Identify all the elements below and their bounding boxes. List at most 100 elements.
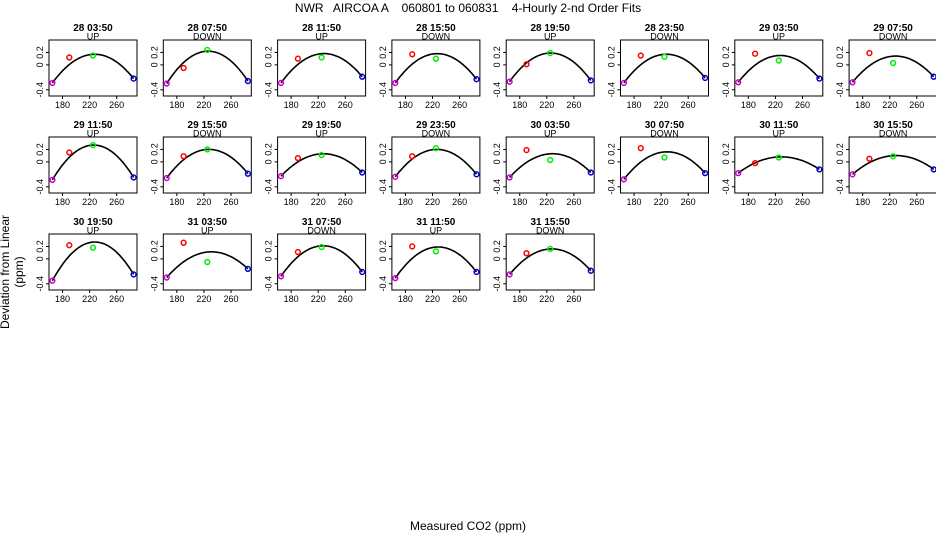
y-tick-label: 0 bbox=[607, 62, 617, 67]
y-tick-label: 0 bbox=[721, 159, 731, 164]
data-point bbox=[432, 145, 440, 152]
y-tick-label: 0 bbox=[264, 62, 274, 67]
data-point bbox=[163, 274, 170, 281]
x-tick-label: 220 bbox=[82, 197, 97, 207]
data-point bbox=[816, 166, 823, 173]
panel-title: 29 11:50 bbox=[74, 120, 113, 131]
x-tick-label: 220 bbox=[539, 100, 554, 110]
x-tick-label: 180 bbox=[398, 100, 413, 110]
x-tick-label: 260 bbox=[909, 100, 924, 110]
x-axis-label: Measured CO2 (ppm) bbox=[409, 519, 527, 533]
y-tick-label: 0 bbox=[378, 159, 388, 164]
data-point bbox=[751, 159, 759, 167]
data-point bbox=[930, 73, 936, 80]
data-point bbox=[637, 52, 644, 59]
fit-curve bbox=[394, 148, 478, 178]
x-tick-label: 260 bbox=[909, 197, 924, 207]
panel-direction: DOWN bbox=[879, 32, 908, 42]
data-point bbox=[318, 243, 325, 251]
panel-title: 28 19:50 bbox=[530, 23, 570, 34]
y-tick-label: 0 bbox=[492, 62, 502, 67]
y-tick-label: 0.2 bbox=[149, 240, 159, 253]
x-tick-label: 260 bbox=[338, 197, 353, 207]
panel-title: 31 07:50 bbox=[302, 217, 342, 228]
fit-curve bbox=[394, 246, 478, 279]
x-tick-label: 220 bbox=[882, 197, 897, 207]
x-tick-label: 260 bbox=[795, 197, 810, 207]
y-tick-label: -0.4 bbox=[35, 82, 45, 98]
y-tick-label: -0.4 bbox=[35, 276, 45, 292]
data-point bbox=[204, 46, 211, 54]
data-point bbox=[587, 77, 594, 84]
x-tick-label: 260 bbox=[566, 100, 581, 110]
y-tick-label: 0.2 bbox=[835, 46, 845, 59]
x-tick-label: 220 bbox=[311, 294, 326, 304]
x-tick-label: 220 bbox=[768, 100, 783, 110]
x-tick-label: 180 bbox=[398, 294, 413, 304]
x-tick-label: 220 bbox=[654, 197, 669, 207]
y-tick-label: 0 bbox=[149, 159, 159, 164]
y-tick-label: -0.4 bbox=[264, 276, 274, 292]
y-tick-label: 0.2 bbox=[835, 143, 845, 156]
panel-frame bbox=[48, 136, 138, 194]
data-point bbox=[244, 170, 252, 177]
panel-direction: UP bbox=[87, 129, 100, 139]
data-point bbox=[701, 74, 709, 82]
x-tick-label: 260 bbox=[338, 100, 353, 110]
data-point bbox=[66, 149, 73, 156]
panel-frame bbox=[848, 136, 936, 194]
panel-direction: DOWN bbox=[193, 129, 222, 139]
data-point bbox=[359, 169, 366, 176]
panel-title: 30 19:50 bbox=[73, 217, 113, 228]
y-tick-label: 0.2 bbox=[264, 143, 274, 156]
x-tick-label: 220 bbox=[539, 197, 554, 207]
x-tick-label: 180 bbox=[627, 100, 642, 110]
x-tick-label: 260 bbox=[223, 100, 238, 110]
panel-direction: UP bbox=[544, 32, 557, 42]
y-tick-label: 0.2 bbox=[378, 240, 388, 253]
x-tick-label: 260 bbox=[681, 100, 696, 110]
data-point bbox=[587, 267, 594, 274]
y-tick-label: -0.4 bbox=[492, 82, 502, 98]
data-point bbox=[473, 171, 480, 178]
data-point bbox=[244, 265, 252, 272]
y-tick-label: 0.2 bbox=[721, 46, 731, 59]
x-tick-label: 220 bbox=[196, 197, 211, 207]
data-point bbox=[409, 243, 416, 250]
data-point bbox=[849, 171, 856, 178]
data-point bbox=[775, 57, 782, 64]
x-tick-label: 180 bbox=[55, 197, 70, 207]
panel-direction: DOWN bbox=[650, 32, 679, 42]
data-point bbox=[409, 51, 416, 58]
x-tick-label: 180 bbox=[627, 197, 642, 207]
x-tick-label: 220 bbox=[654, 100, 669, 110]
panel-title: 30 15:50 bbox=[873, 120, 913, 131]
panel-direction: UP bbox=[544, 129, 557, 139]
x-tick-label: 220 bbox=[768, 197, 783, 207]
panel-direction: DOWN bbox=[536, 226, 565, 236]
data-point bbox=[506, 174, 513, 181]
fit-curve bbox=[737, 156, 820, 174]
data-point bbox=[473, 76, 480, 83]
fit-curve bbox=[280, 245, 363, 277]
data-point bbox=[432, 248, 440, 255]
y-tick-label: 0 bbox=[607, 159, 617, 164]
data-point bbox=[735, 79, 742, 86]
y-tick-label: 0 bbox=[264, 159, 274, 164]
data-point bbox=[180, 153, 187, 160]
data-point bbox=[130, 174, 137, 181]
x-tick-label: 220 bbox=[425, 197, 440, 207]
panel-direction: UP bbox=[315, 129, 328, 139]
panel-title: 29 03:50 bbox=[759, 23, 799, 34]
y-tick-label: 0 bbox=[378, 62, 388, 67]
panel-frame bbox=[162, 39, 252, 97]
data-point bbox=[523, 146, 530, 154]
data-point bbox=[163, 174, 170, 182]
panel-direction: DOWN bbox=[422, 32, 451, 42]
